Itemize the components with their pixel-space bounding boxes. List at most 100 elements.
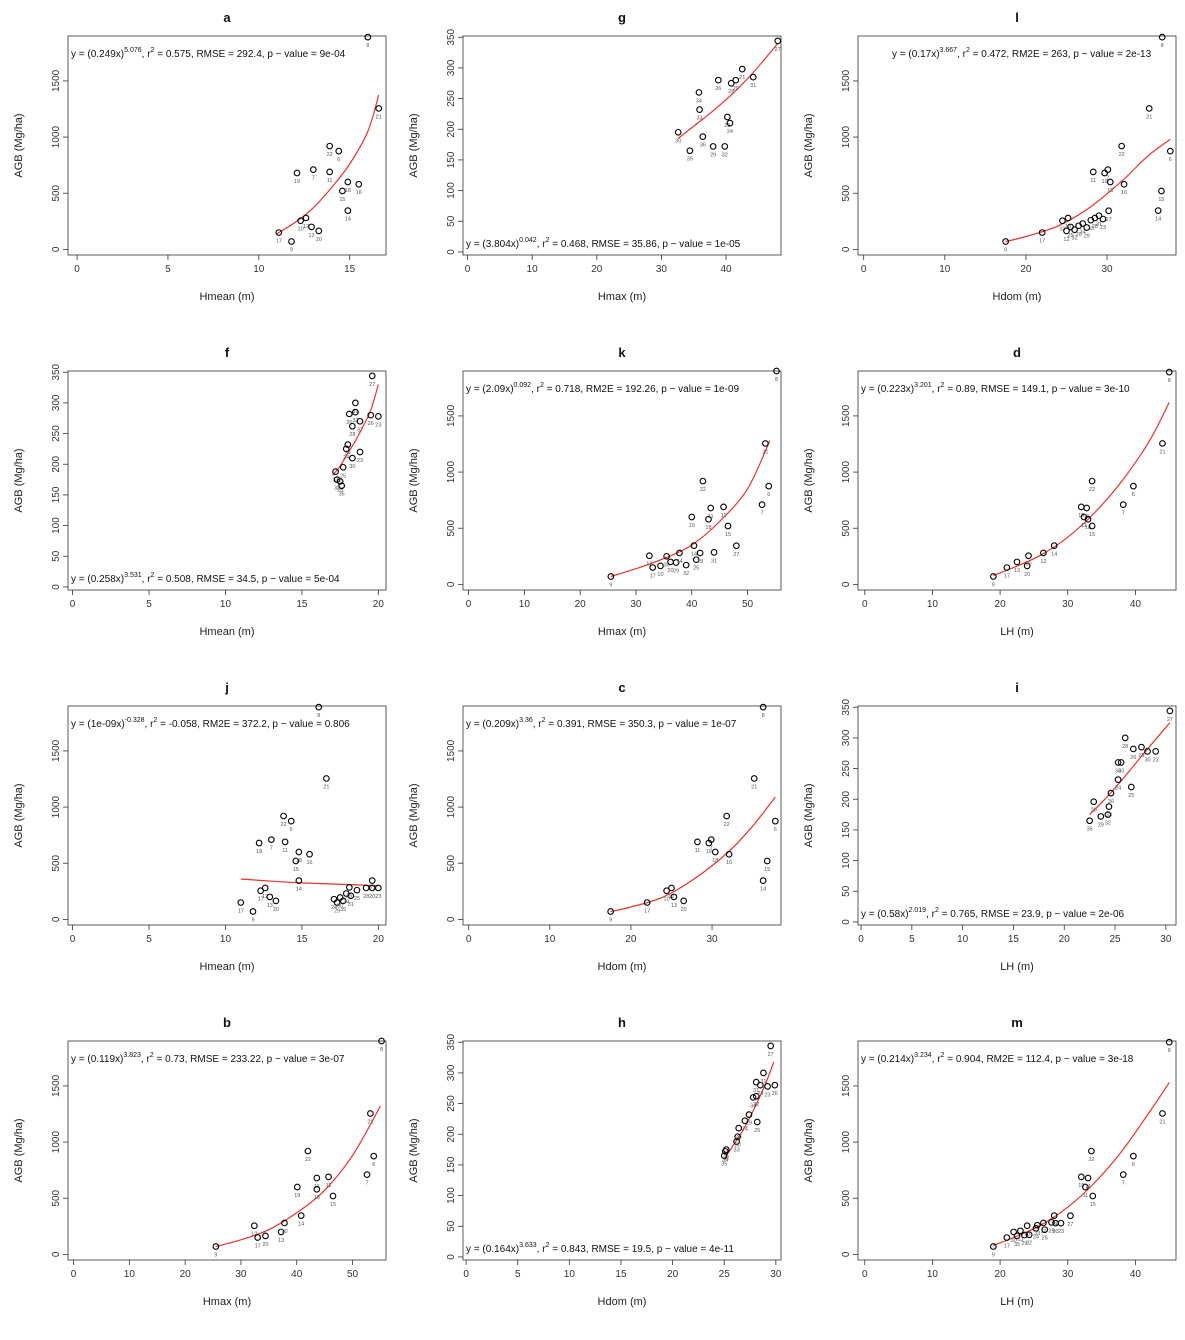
- point-label: 8: [1161, 43, 1164, 49]
- data-point: [1104, 166, 1112, 173]
- point-label: 6: [1132, 1162, 1135, 1168]
- data-point: [1138, 743, 1145, 751]
- point-label: 18: [345, 188, 351, 194]
- point-label: 25: [1042, 1236, 1048, 1242]
- y-tick-label: 1000: [841, 461, 852, 484]
- chart-panel-h: h 0 5 10 15 20 25 30 0 50 100 150 200 250 300 350 Hdom (…: [395, 1005, 790, 1340]
- data-point: [690, 542, 698, 549]
- point-label: 8: [366, 43, 369, 49]
- equation-p: 1e-09: [714, 384, 740, 395]
- data-point: [749, 73, 757, 81]
- data-point: [356, 417, 364, 425]
- equation-text: =: [154, 1054, 165, 1065]
- data-point: [249, 908, 257, 915]
- point-label: 21: [376, 114, 382, 120]
- data-point: [1144, 748, 1151, 755]
- y-tick-label: 500: [446, 854, 457, 871]
- point-label: 36: [736, 1134, 742, 1140]
- point-label: 9: [214, 1253, 217, 1259]
- equation-annotation: y = (3.804x)0.042, r2 = 0.468, RMSE = 35…: [466, 237, 741, 250]
- data-point: [1002, 238, 1009, 245]
- equation-coef: 3.804: [486, 239, 511, 250]
- data-point: [297, 217, 304, 225]
- plot-frame: [857, 705, 1177, 926]
- data-point: [313, 1185, 321, 1193]
- point-label: 31: [1096, 222, 1102, 228]
- point-label: 9: [290, 248, 293, 254]
- point-label: 17: [1039, 239, 1045, 245]
- point-label: 29: [1021, 1241, 1027, 1247]
- data-point: [767, 1042, 775, 1050]
- data-point: [699, 477, 707, 485]
- chart-title: j: [224, 680, 229, 695]
- point-label: 37: [357, 427, 363, 433]
- data-point: [313, 1174, 321, 1182]
- x-tick-label: 40: [686, 599, 698, 610]
- data-point: [1003, 1234, 1011, 1241]
- equation-p: 3e-10: [1104, 384, 1130, 395]
- x-tick-label: 20: [180, 1269, 192, 1280]
- equation-text: ,: [197, 719, 203, 730]
- point-label: 33: [696, 116, 702, 122]
- x-tick-label: 10: [220, 599, 232, 610]
- data-point: [367, 1110, 374, 1117]
- data-point: [694, 838, 701, 846]
- x-tick-label: 10: [927, 599, 939, 610]
- equation-annotation: y = (1e-09x)-0.328, r2 = -0.058, RM2E = …: [71, 717, 350, 730]
- equation-text: =: [154, 574, 165, 585]
- equation-err-label: RM2E: [203, 719, 231, 730]
- data-point: [352, 408, 359, 416]
- point-label: 31: [352, 409, 358, 415]
- x-tick-label: 20: [995, 1269, 1007, 1280]
- chart-title: b: [223, 1015, 231, 1030]
- data-point: [1017, 1227, 1024, 1235]
- x-tick-label: 15: [344, 264, 356, 275]
- equation-annotation: y = (0.164x)3.633, r2 = 0.843, RMSE = 19…: [466, 1242, 734, 1255]
- fit-curve: [1005, 138, 1171, 243]
- point-label: 10: [1025, 562, 1031, 568]
- equation-r2: 0.89: [956, 384, 976, 395]
- point-label: 32: [753, 1102, 759, 1108]
- point-label: 20: [316, 237, 322, 243]
- data-point: [1159, 440, 1166, 447]
- equation-text: , p − value =: [262, 49, 320, 60]
- x-tick-label: 10: [544, 934, 556, 945]
- data-point: [710, 549, 718, 556]
- point-label: 7: [270, 846, 273, 852]
- x-tick-label: 15: [296, 934, 308, 945]
- point-label: 33: [1034, 1231, 1040, 1237]
- fit-curve: [240, 878, 379, 887]
- data-point: [1088, 522, 1096, 530]
- data-point: [607, 908, 614, 915]
- y-tick-label: 0: [841, 919, 852, 925]
- data-point: [336, 478, 344, 485]
- data-point: [757, 1081, 764, 1089]
- data-point: [367, 411, 375, 419]
- equation-text: x): [511, 239, 519, 250]
- data-point: [302, 214, 310, 222]
- x-tick-label: 0: [858, 934, 864, 945]
- point-label: 24: [727, 129, 733, 135]
- point-label: 12: [1063, 237, 1069, 243]
- y-tick-label: 1500: [841, 1074, 852, 1097]
- equation-err: 350.3: [628, 719, 653, 730]
- data-point: [774, 37, 782, 45]
- point-label: 27: [733, 552, 739, 558]
- equation-p: 3e-07: [319, 1054, 345, 1065]
- data-point: [645, 552, 653, 560]
- equation-text: , p − value =: [653, 719, 711, 730]
- equation-exponent: 0.042: [519, 237, 537, 244]
- equation-coef: 0.223: [881, 384, 906, 395]
- point-label: 18: [1085, 525, 1091, 531]
- equation-p: 1e-05: [715, 239, 741, 250]
- data-point: [277, 1228, 285, 1236]
- equation-text: ,: [191, 574, 197, 585]
- data-point: [1023, 562, 1031, 570]
- data-point: [315, 703, 323, 711]
- plot-frame: [67, 370, 387, 591]
- point-label: 33: [1118, 768, 1124, 774]
- data-point: [1086, 817, 1093, 825]
- data-point: [1090, 798, 1098, 806]
- data-point: [989, 1243, 997, 1250]
